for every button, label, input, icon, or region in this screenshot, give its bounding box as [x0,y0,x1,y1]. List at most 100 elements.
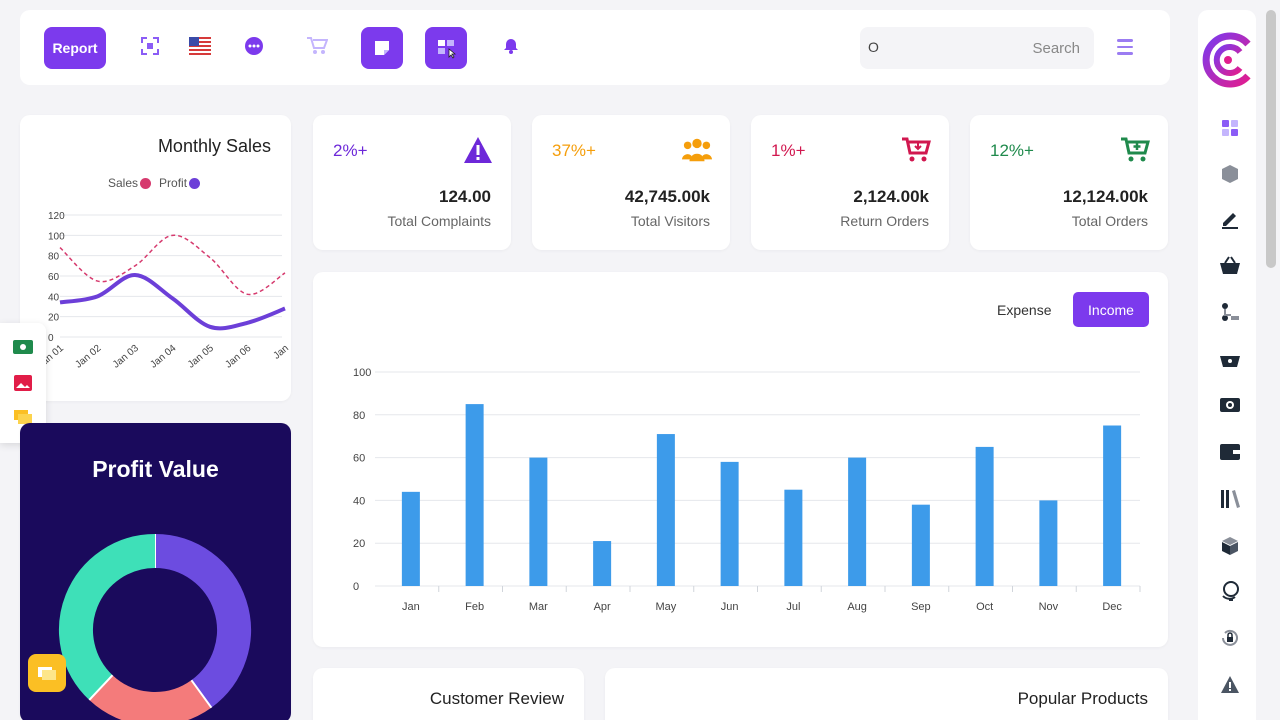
x-tick-label: Aug [847,601,867,613]
x-tick-label: Jan [272,343,291,362]
chart-legend: Sales Profit [108,176,201,190]
y-tick-label: 40 [48,292,60,303]
stat-percent: 1%+ [771,141,806,160]
stat-value: 2,124.00k [853,187,929,206]
stat-value: 124.00 [439,187,491,206]
dashboard-icon[interactable] [1219,117,1241,139]
cube-icon[interactable] [1219,535,1241,557]
search-box[interactable]: O Search [860,27,1094,69]
y-tick-label: 100 [353,367,371,379]
monthly-sales-title: Monthly Sales [157,136,271,156]
right-sidebar [1198,10,1256,720]
stat-percent: 2%+ [333,141,368,160]
lock-refresh-icon[interactable] [1219,627,1241,649]
popular-products-card: Popular Products [605,668,1168,720]
legend-sales-label: Sales [108,176,139,190]
donut-slice [89,674,212,720]
cart-icon[interactable] [305,34,329,58]
users-icon [682,135,712,165]
note-button[interactable] [361,27,403,69]
alert-icon[interactable] [1219,674,1241,696]
flag-us-icon[interactable] [188,34,212,58]
stat-label: Return Orders [840,213,929,229]
customer-review-title: Customer Review [429,689,564,708]
donut-slice [154,534,251,708]
report-button[interactable]: Report [44,27,106,69]
y-tick-label: 0 [48,333,54,344]
popular-products-title: Popular Products [1017,689,1148,708]
y-tick-label: 60 [48,272,60,283]
bar-apr [593,541,612,586]
tab-expense[interactable]: Expense [997,302,1052,318]
y-tick-label: 80 [48,252,60,263]
x-tick-label: Mar [529,601,548,613]
basket-alt-icon[interactable] [1219,348,1241,370]
hierarchy-icon[interactable] [1219,301,1241,323]
stat-card-orders: 12%+ 12,124.00k Total Orders [970,115,1168,250]
warning-icon [463,135,493,165]
legend-sales[interactable]: Sales [108,176,152,190]
bar-aug [848,457,867,586]
x-tick-label: Jan 06 [223,343,253,371]
x-tick-label: Sep [911,601,931,613]
hamburger-menu-icon[interactable] [1117,39,1133,59]
legend-profit[interactable]: Profit [159,176,201,190]
page-scrollbar[interactable] [1266,10,1276,268]
monthly-sales-card: Monthly Sales Sales Profit 0 20 40 60 80 100 1… [20,115,291,401]
bar-jul [784,489,803,586]
chat-icon [38,667,56,680]
layout-icon [438,40,456,59]
x-tick-label: May [655,601,676,613]
donut-separator [88,674,114,701]
chat-bubble-icon[interactable] [13,408,33,428]
bar-sep [911,504,930,586]
x-tick-label: Jan 04 [148,343,178,371]
x-tick-label: Nov [1039,601,1059,613]
y-tick-label: 0 [353,581,359,593]
y-tick-label: 120 [48,211,65,222]
stat-label: Total Orders [1071,213,1148,229]
basket-icon[interactable] [1219,255,1241,277]
globe-icon[interactable] [1219,580,1241,602]
x-tick-label: Dec [1102,601,1122,613]
stat-label: Total Visitors [630,213,710,229]
y-tick-label: 20 [48,313,60,324]
tab-income[interactable]: Income [1073,292,1149,327]
image-icon[interactable] [13,373,33,393]
stat-value: 12,124.00k [1062,187,1148,206]
money-icon[interactable] [13,337,33,357]
stat-value: 42,745.00k [624,187,710,206]
search-input[interactable]: O [868,39,879,55]
library-icon[interactable] [1219,488,1241,510]
bar-jun [720,461,739,586]
stat-card-returns: 1%+ 2,124.00k Return Orders [751,115,949,250]
series-line-profit [59,272,286,331]
bar-dec [1103,425,1122,586]
y-tick-label: 80 [353,410,365,422]
x-tick-label: Jan [402,601,420,613]
chat-button[interactable] [28,654,66,692]
box-icon[interactable] [1219,163,1241,185]
donut-separator [190,679,213,709]
wallet-icon[interactable] [1219,440,1241,462]
x-tick-label: Jul [786,601,800,613]
x-tick-label: Jun [721,601,739,613]
bell-icon[interactable] [499,34,523,58]
stat-card-complaints: 2%+ 124.00 Total Complaints [313,115,511,250]
bar-feb [465,404,484,586]
income-bar-chart: 0 20 40 60 80 100 Jan Feb Mar Apr May Jun Jul Aug Sep O… [353,367,1141,613]
x-tick-label: Jan 05 [186,343,216,371]
chat-dots-icon[interactable] [242,34,266,58]
camera-icon[interactable] [1219,393,1241,415]
stat-label: Total Complaints [387,213,492,229]
series-line-sales [59,234,286,296]
edit-icon[interactable] [1219,208,1241,230]
layout-button[interactable] [425,27,467,69]
legend-profit-label: Profit [159,176,188,190]
x-tick-label: Jan 03 [111,343,141,371]
fullscreen-icon[interactable] [138,34,162,58]
top-bar: Report O Search [20,10,1170,85]
income-chart-card: Expense Income 0 20 40 60 80 100 Jan Feb Mar Apr M… [313,272,1168,647]
stat-percent: 12%+ [990,141,1034,160]
